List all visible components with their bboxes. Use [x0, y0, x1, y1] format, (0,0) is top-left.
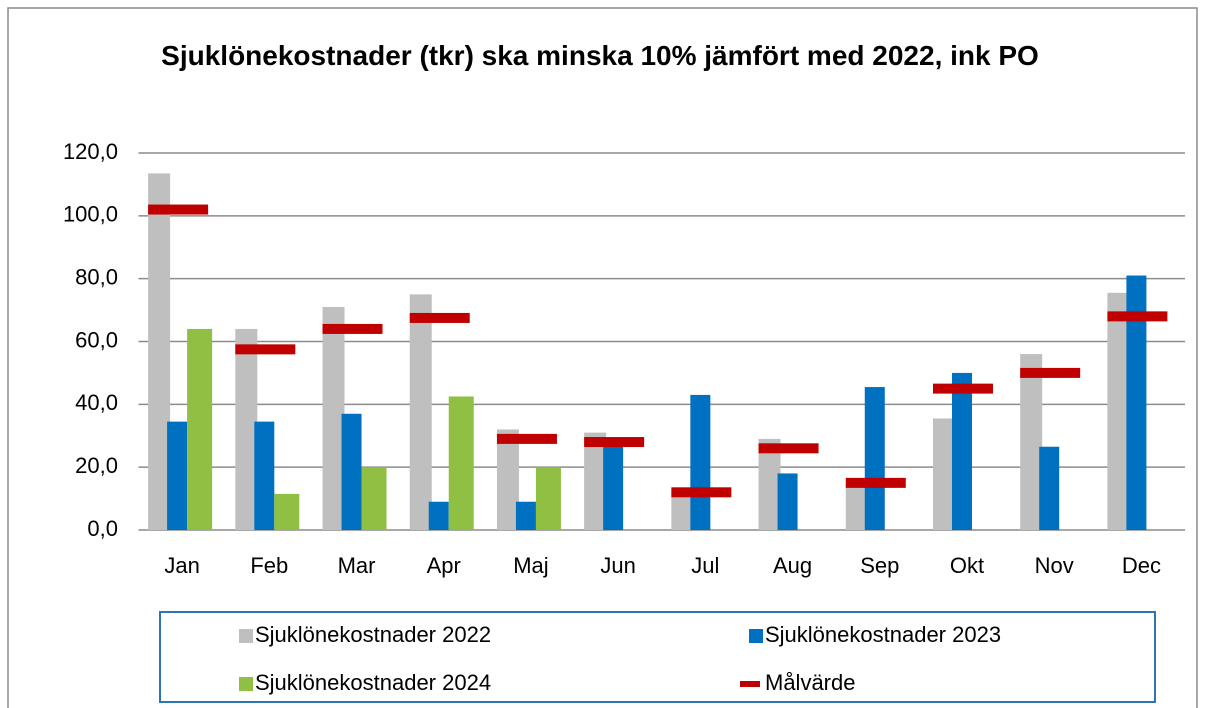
target-marker: [758, 443, 819, 454]
target-marker: [322, 323, 383, 334]
legend-label: Målvärde: [765, 670, 855, 695]
target-marker: [845, 477, 906, 488]
bar: [1020, 354, 1043, 530]
x-tick-label: Nov: [1035, 553, 1074, 578]
x-tick-label: Feb: [250, 553, 288, 578]
x-tick-label: Jan: [164, 553, 199, 578]
bar: [254, 421, 275, 530]
legend-swatch: [239, 677, 253, 691]
legend-label: Sjuklönekostnader 2022: [255, 622, 491, 647]
chart-title: Sjuklönekostnader (tkr) ska minska 10% j…: [161, 40, 1039, 71]
x-tick-label: Mar: [338, 553, 376, 578]
bar: [1126, 275, 1147, 530]
bar: [758, 438, 781, 530]
bar: [690, 394, 711, 530]
x-tick-label: Aug: [773, 553, 812, 578]
bar: [671, 492, 694, 530]
y-tick-label: 20,0: [75, 453, 118, 478]
legend-label: Sjuklönekostnader 2024: [255, 670, 491, 695]
bar: [535, 467, 561, 530]
bar: [584, 432, 607, 530]
y-tick-label: 60,0: [75, 327, 118, 352]
bar: [409, 294, 432, 530]
bar: [148, 173, 171, 530]
target-marker: [148, 204, 209, 215]
bar: [187, 328, 213, 530]
x-tick-label: Okt: [950, 553, 984, 578]
bar: [777, 473, 798, 530]
target-marker: [235, 344, 296, 355]
x-tick-label: Maj: [513, 553, 548, 578]
y-tick-label: 120,0: [63, 139, 118, 164]
target-marker: [409, 312, 470, 323]
legend-swatch: [740, 681, 760, 687]
y-tick-label: 100,0: [63, 202, 118, 227]
target-marker: [496, 433, 557, 444]
bar: [167, 421, 188, 530]
x-tick-label: Jul: [691, 553, 719, 578]
target-marker: [584, 437, 645, 448]
bar: [496, 429, 519, 530]
bar: [341, 413, 362, 530]
bar: [322, 306, 345, 530]
bar: [448, 396, 474, 530]
bar: [1107, 292, 1130, 530]
x-tick-label: Sep: [860, 553, 899, 578]
bar: [864, 387, 885, 530]
x-tick-label: Jun: [600, 553, 635, 578]
y-tick-label: 40,0: [75, 390, 118, 415]
legend-box: [159, 611, 1156, 703]
bar: [274, 493, 300, 530]
legend-label: Sjuklönekostnader 2023: [765, 622, 1001, 647]
legend-swatch: [239, 629, 253, 643]
target-marker: [932, 383, 993, 394]
target-marker: [1020, 367, 1081, 378]
chart-frame: [7, 7, 1198, 708]
y-tick-label: 0,0: [87, 516, 118, 541]
target-marker: [671, 487, 732, 498]
y-tick-label: 80,0: [75, 264, 118, 289]
bar: [932, 418, 955, 530]
bar: [1039, 446, 1060, 530]
bar: [603, 445, 624, 530]
x-tick-label: Apr: [427, 553, 461, 578]
bar: [428, 501, 449, 530]
legend-swatch: [749, 629, 763, 643]
bar: [951, 372, 972, 530]
bar: [361, 467, 387, 530]
x-tick-label: Dec: [1122, 553, 1161, 578]
target-marker: [1107, 311, 1168, 322]
bar: [235, 328, 258, 530]
bar: [845, 482, 868, 530]
bar: [515, 501, 536, 530]
